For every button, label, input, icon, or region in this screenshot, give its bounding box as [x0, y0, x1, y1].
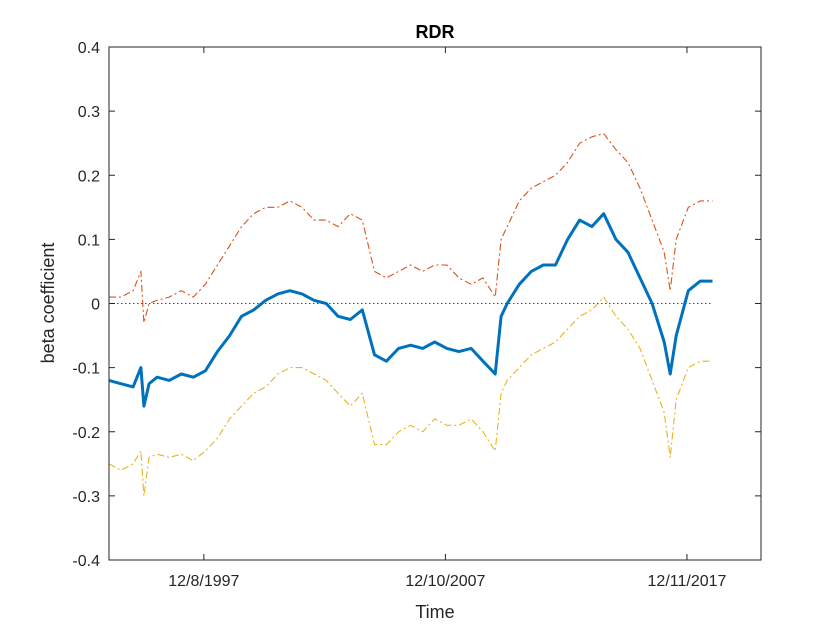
chart-title: RDR: [416, 22, 455, 42]
x-axis-label: Time: [415, 602, 454, 622]
y-tick-label: -0.2: [72, 425, 100, 442]
series-line-2: [109, 133, 713, 324]
series-line-1: [108, 212, 713, 408]
y-ticks: -0.4 -0.3 -0.2 -0.1 0 0.1 0.2 0.3 0.4: [72, 40, 761, 570]
series-line-3: [108, 296, 713, 497]
plot-area: [109, 47, 761, 560]
x-tick-label: 12/11/2017: [648, 573, 727, 590]
y-tick-label: 0.1: [78, 232, 100, 249]
y-tick-label: 0: [91, 297, 100, 314]
y-tick-label: -0.3: [72, 489, 100, 506]
y-tick-label: 0.3: [78, 104, 100, 121]
y-tick-label: 0.4: [78, 40, 100, 57]
x-tick-label: 12/8/1997: [168, 573, 239, 590]
x-tick-label: 12/10/2007: [405, 573, 485, 590]
y-tick-label: -0.1: [72, 361, 100, 378]
series-layer: [108, 133, 713, 497]
y-tick-label: 0.2: [78, 168, 100, 185]
y-axis-label: beta coefficient: [38, 243, 58, 364]
x-ticks: 12/8/1997 12/10/2007 12/11/2017: [168, 47, 727, 590]
y-tick-label: -0.4: [72, 553, 100, 570]
